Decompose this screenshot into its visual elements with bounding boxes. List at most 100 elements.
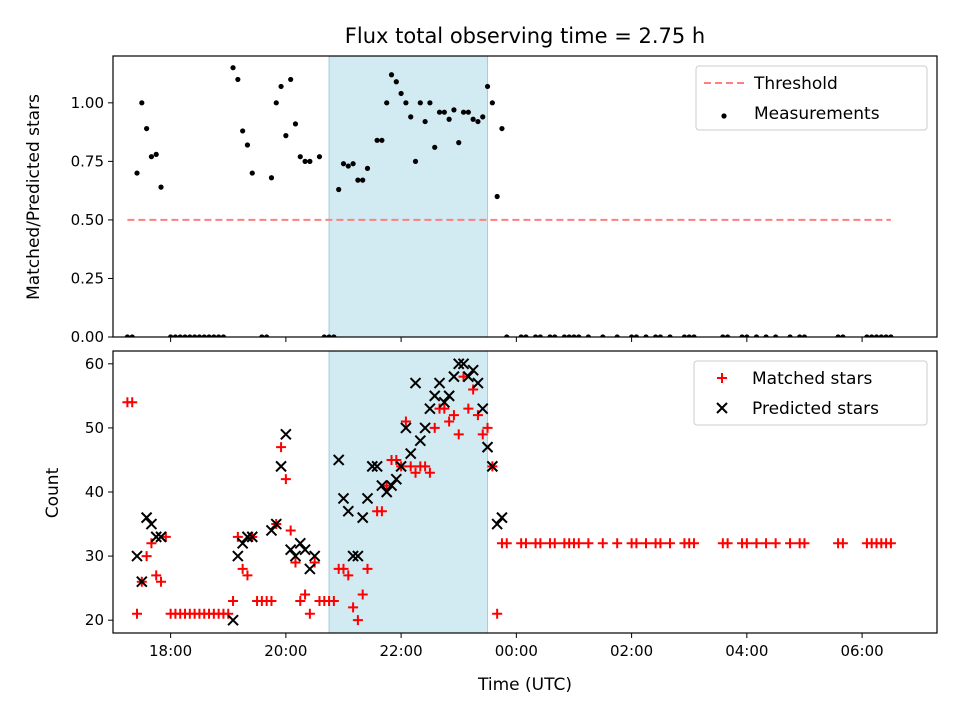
measurement-point bbox=[278, 83, 284, 90]
bottom-panel: 20 30 40 50 60 18:00 20:00 22:00 00:00 02:00 04:00… bbox=[85, 350, 938, 660]
predicted-star-point bbox=[467, 364, 479, 376]
measurement-point bbox=[422, 118, 428, 125]
measurement-point bbox=[230, 65, 236, 71]
predicted-star-point bbox=[289, 550, 302, 562]
measurement-point bbox=[681, 334, 688, 337]
matched-star-point bbox=[151, 570, 162, 581]
matched-star-point bbox=[439, 403, 450, 414]
matched-star-point bbox=[146, 538, 157, 549]
predicted-star-point bbox=[342, 505, 354, 517]
measurement-point bbox=[561, 334, 567, 337]
measurement-point bbox=[614, 334, 620, 337]
series-measurements bbox=[124, 65, 894, 337]
predicted-star-point bbox=[294, 537, 306, 549]
measurement-point bbox=[283, 133, 289, 139]
measurement-point bbox=[878, 334, 884, 337]
measurement-point bbox=[393, 79, 399, 85]
measurement-point bbox=[787, 334, 793, 337]
bottom-y-axis-label: Count bbox=[43, 467, 63, 518]
measurement-point bbox=[244, 142, 251, 148]
predicted-star-point bbox=[491, 518, 503, 530]
predicted-star-point bbox=[232, 550, 244, 562]
measurement-point bbox=[864, 334, 870, 337]
x-tick-label: 18:00 bbox=[149, 642, 192, 660]
predicted-star-point bbox=[453, 358, 465, 370]
matched-star-point bbox=[352, 615, 363, 626]
y-tick-label: 0.25 bbox=[71, 269, 104, 287]
measurement-point bbox=[499, 125, 505, 132]
predicted-star-point bbox=[371, 460, 383, 473]
measurement-point bbox=[307, 158, 313, 164]
matched-star-point bbox=[655, 538, 666, 549]
series-predicted-stars bbox=[131, 358, 508, 626]
predicted-star-point bbox=[390, 473, 403, 485]
matched-star-point bbox=[127, 397, 138, 408]
matched-star-point bbox=[285, 525, 296, 536]
measurement-point bbox=[523, 334, 529, 337]
predicted-star-point bbox=[472, 377, 484, 389]
predicted-star-point bbox=[462, 370, 475, 383]
predicted-star-point bbox=[477, 402, 489, 415]
measurement-point bbox=[475, 118, 481, 125]
predicted-star-point bbox=[429, 390, 441, 402]
measurement-point bbox=[220, 334, 227, 337]
measurement-point bbox=[398, 90, 404, 97]
measurement-point bbox=[432, 144, 438, 150]
measurement-point bbox=[326, 334, 332, 337]
legend-matched-swatch bbox=[717, 373, 727, 383]
x-tick-label: 04:00 bbox=[725, 642, 768, 660]
predicted-star-point bbox=[405, 447, 417, 460]
matched-star-point bbox=[362, 563, 373, 574]
matched-star-point bbox=[583, 538, 594, 549]
measurement-point bbox=[201, 334, 207, 337]
measurement-point bbox=[725, 334, 731, 337]
matched-star-point bbox=[132, 608, 143, 619]
matched-star-point bbox=[597, 538, 608, 549]
measurement-point bbox=[292, 121, 299, 127]
measurement-point bbox=[797, 334, 803, 337]
legend-label: Matched stars bbox=[752, 369, 872, 389]
measurement-point bbox=[451, 107, 457, 113]
measurement-point bbox=[518, 334, 524, 337]
matched-star-point bbox=[785, 538, 796, 549]
predicted-star-point bbox=[438, 396, 451, 408]
matched-star-point bbox=[520, 538, 531, 549]
predicted-star-point bbox=[385, 479, 398, 492]
measurement-point bbox=[206, 334, 212, 337]
matched-star-point bbox=[477, 429, 488, 440]
matched-star-point bbox=[837, 538, 848, 549]
measurement-point bbox=[331, 334, 337, 337]
predicted-star-point bbox=[304, 563, 316, 575]
measurement-point bbox=[436, 109, 443, 115]
matched-star-point bbox=[357, 589, 368, 600]
predicted-star-point bbox=[443, 390, 455, 402]
measurement-point bbox=[504, 334, 510, 337]
legend-box bbox=[693, 360, 928, 426]
matched-star-point bbox=[290, 557, 301, 568]
measurement-point bbox=[297, 154, 303, 160]
measurement-point bbox=[753, 334, 760, 337]
measurement-point bbox=[643, 334, 649, 337]
measurement-point bbox=[667, 334, 673, 337]
predicted-star-point bbox=[419, 422, 431, 434]
measurement-point bbox=[168, 334, 174, 337]
predicted-star-point bbox=[457, 358, 470, 370]
predicted-star-point bbox=[424, 402, 436, 415]
measurement-point bbox=[350, 161, 356, 167]
measurement-point bbox=[360, 177, 366, 183]
measurement-point bbox=[268, 175, 275, 181]
matched-star-point bbox=[751, 538, 762, 549]
measurement-point bbox=[763, 334, 769, 337]
measurement-point bbox=[196, 334, 203, 337]
legend: Threshold Measurements bbox=[695, 65, 928, 131]
predicted-star-point bbox=[332, 454, 345, 466]
measurement-point bbox=[585, 334, 591, 337]
measurement-point bbox=[744, 334, 750, 337]
matched-star-point bbox=[391, 454, 402, 465]
matched-star-point bbox=[689, 538, 700, 549]
predicted-star-point bbox=[227, 614, 239, 626]
y-tick-label: 40 bbox=[85, 483, 104, 501]
measurement-point bbox=[456, 140, 462, 146]
matched-star-point bbox=[761, 538, 772, 549]
